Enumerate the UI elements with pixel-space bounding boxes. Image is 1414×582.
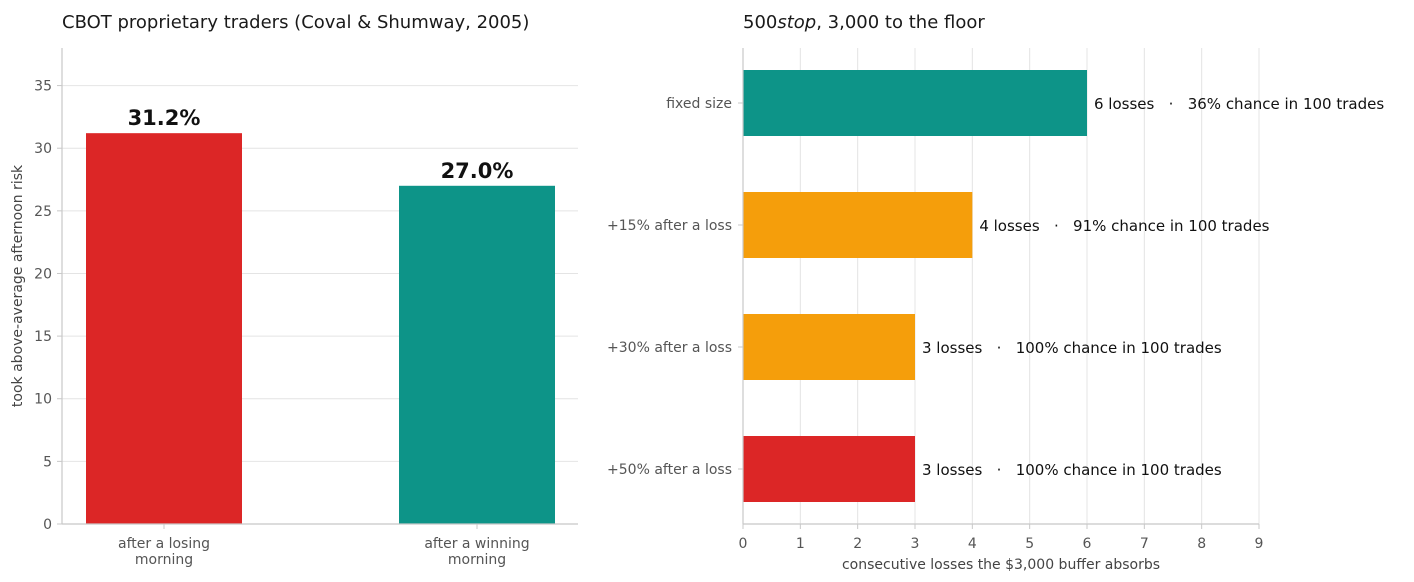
right-x-tick-label: 7	[1140, 536, 1149, 552]
right-bar-annotation: 4 losses · 91% chance in 100 trades	[979, 217, 1269, 235]
left-y-tick-label: 15	[34, 329, 52, 345]
right-bar-3	[743, 436, 915, 502]
right-x-tick-label: 1	[796, 536, 805, 552]
right-bars	[743, 70, 1087, 502]
right-bar-1	[743, 192, 973, 258]
left-bar-0	[86, 133, 242, 524]
right-bar-annotation: 3 losses · 100% chance in 100 trades	[922, 339, 1222, 357]
right-bar-0	[743, 70, 1087, 136]
right-x-axis-label: consecutive losses the $3,000 buffer abs…	[842, 557, 1160, 573]
right-category-label: +15% after a loss	[607, 218, 732, 234]
left-chart: CBOT proprietary traders (Coval & Shumwa…	[10, 12, 578, 568]
left-bars: 31.2% 27.0%	[86, 106, 555, 524]
right-bar-2	[743, 314, 915, 380]
left-y-tick-label: 25	[34, 204, 52, 220]
left-y-tick-label: 5	[43, 454, 52, 470]
left-y-tick-label: 20	[34, 266, 52, 282]
left-y-ticks: 0 5 10 15 20 25 30 35	[34, 79, 62, 533]
left-bar-value-label: 31.2%	[128, 106, 201, 130]
left-bar-1	[399, 185, 555, 524]
right-bar-annotation: 3 losses · 100% chance in 100 trades	[922, 461, 1222, 479]
left-y-tick-label: 0	[43, 517, 52, 533]
right-x-tick-label: 0	[739, 536, 748, 552]
right-x-tick-label: 5	[1025, 536, 1034, 552]
left-y-tick-label: 35	[34, 79, 52, 95]
left-y-axis-label: took above-average afternoon risk	[10, 164, 26, 407]
right-x-tick-label: 9	[1255, 536, 1264, 552]
right-category-label: +30% after a loss	[607, 340, 732, 356]
right-x-tick-label: 8	[1197, 536, 1206, 552]
left-y-tick-label: 10	[34, 392, 52, 408]
right-bar-annotation: 6 losses · 36% chance in 100 trades	[1094, 95, 1384, 113]
right-annotations: 6 losses · 36% chance in 100 trades 4 los…	[922, 95, 1384, 479]
right-category-label: +50% after a loss	[607, 462, 732, 478]
left-y-tick-label: 30	[34, 141, 52, 157]
right-x-tick-label: 3	[911, 536, 920, 552]
left-bar-value-label: 27.0%	[441, 159, 514, 183]
right-chart: 500stop, 3,000 to the floor 0 1 2 3 4 5 6 7 8 9 f…	[607, 12, 1384, 573]
right-x-tick-label: 6	[1083, 536, 1092, 552]
right-x-ticks: 0 1 2 3 4 5 6 7 8 9	[739, 524, 1264, 552]
right-x-tick-label: 4	[968, 536, 977, 552]
right-category-labels: fixed size +15% after a loss +30% after a …	[607, 96, 743, 478]
left-x-tick-label: morning	[135, 552, 193, 568]
left-x-tick-label: after a losing	[118, 536, 210, 552]
left-x-tick-label: morning	[448, 552, 506, 568]
right-x-tick-label: 2	[853, 536, 862, 552]
left-x-tick-label: after a winning	[424, 536, 529, 552]
left-chart-title: CBOT proprietary traders (Coval & Shumwa…	[62, 12, 529, 33]
right-chart-title: 500stop, 3,000 to the floor	[743, 12, 985, 33]
right-category-label: fixed size	[666, 96, 732, 112]
